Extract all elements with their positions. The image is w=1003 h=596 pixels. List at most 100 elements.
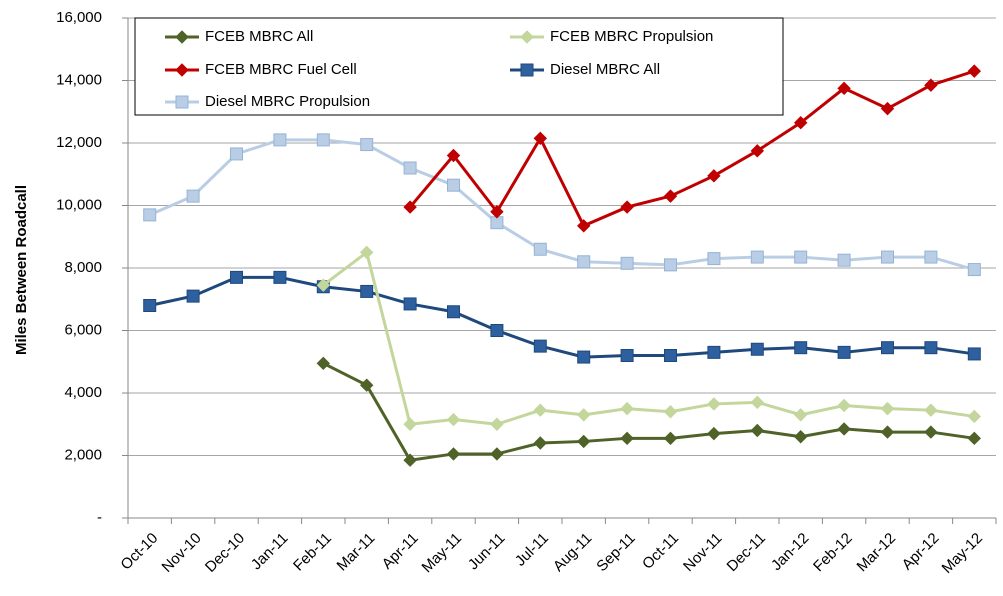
data-point	[143, 208, 157, 222]
data-point	[359, 378, 374, 392]
data-point	[533, 436, 548, 450]
x-tick-label: Oct-11	[639, 530, 682, 573]
data-point	[793, 408, 808, 422]
data-point	[707, 169, 721, 183]
x-tick-label: Mar-11	[333, 530, 378, 575]
x-tick-label: Sep-11	[593, 530, 638, 575]
data-point	[230, 147, 243, 161]
y-tick-label: 14,000	[56, 71, 102, 88]
series-line	[322, 361, 975, 462]
data-point	[967, 64, 982, 78]
legend-marker	[175, 30, 189, 44]
data-point	[664, 349, 677, 362]
data-point	[924, 78, 938, 92]
data-point	[490, 447, 504, 461]
data-point	[707, 345, 721, 359]
data-point	[924, 425, 938, 439]
data-point	[273, 270, 287, 284]
data-point	[186, 189, 200, 203]
y-tick-label: -	[97, 509, 102, 526]
series-line	[408, 69, 975, 228]
data-point	[793, 430, 808, 444]
data-point	[186, 289, 200, 303]
x-tick-label: May-11	[419, 530, 466, 577]
data-point	[967, 431, 982, 446]
data-point	[620, 256, 634, 270]
x-tick-label: Jun-11	[465, 530, 509, 574]
data-point	[490, 417, 504, 431]
data-point	[837, 345, 851, 359]
data-point	[490, 324, 504, 337]
data-point	[663, 405, 678, 419]
legend-marker	[520, 63, 534, 77]
data-point	[316, 356, 331, 371]
x-tick-label: Apr-12	[899, 530, 943, 574]
legend-box	[134, 17, 784, 116]
x-tick-label: Aug-11	[550, 530, 595, 575]
data-point	[316, 133, 330, 147]
legend-label: Diesel MBRC All	[550, 61, 660, 78]
data-point	[230, 270, 243, 284]
data-point	[576, 219, 591, 233]
data-point	[881, 250, 894, 264]
legend-marker	[175, 63, 189, 77]
legend-label: Diesel MBRC Propulsion	[205, 93, 370, 110]
data-point	[533, 131, 548, 146]
data-point	[707, 397, 721, 411]
data-point	[403, 453, 417, 467]
data-point	[924, 403, 938, 417]
y-tick-label: 4,000	[64, 384, 102, 401]
data-point	[620, 349, 634, 362]
data-point	[707, 426, 721, 441]
data-point	[967, 263, 981, 277]
data-point	[880, 425, 895, 439]
y-tick-label: 10,000	[56, 196, 102, 213]
data-point	[447, 178, 460, 192]
legend-label: FCEB MBRC Propulsion	[550, 28, 713, 45]
data-point	[447, 305, 460, 319]
x-tick-label: Jan-12	[768, 530, 812, 574]
x-tick-label: Mar-12	[854, 530, 900, 576]
data-point	[967, 347, 981, 361]
data-point	[360, 138, 374, 152]
data-point	[446, 412, 461, 427]
data-point	[533, 242, 547, 256]
data-point	[837, 422, 851, 436]
y-tick-label: 12,000	[56, 134, 102, 151]
data-point	[837, 81, 851, 96]
series-line	[322, 249, 975, 426]
data-point	[750, 342, 764, 356]
x-tick-label: Nov-11	[680, 530, 725, 575]
data-point	[403, 161, 417, 175]
y-tick-label: 8,000	[64, 259, 102, 276]
data-point	[750, 144, 765, 158]
data-point	[794, 341, 808, 355]
data-point	[490, 205, 504, 219]
data-point	[750, 395, 765, 410]
data-point	[620, 200, 634, 214]
data-point	[403, 297, 417, 311]
data-point	[664, 258, 677, 272]
data-point	[837, 253, 851, 267]
data-point	[881, 341, 894, 355]
y-axis-title: Miles Between Roadcall	[13, 185, 30, 355]
x-tick-label: Nov-10	[159, 530, 205, 576]
y-tick-label: 2,000	[64, 446, 102, 463]
data-point	[794, 250, 808, 264]
x-tick-label: Apr-11	[379, 530, 422, 573]
data-point	[750, 423, 765, 438]
data-point	[577, 350, 591, 364]
data-point	[446, 148, 461, 163]
x-tick-label: Dec-10	[202, 530, 248, 576]
data-point	[793, 115, 808, 130]
data-point	[967, 409, 982, 424]
x-tick-label: Feb-11	[290, 530, 335, 575]
x-tick-label: May-12	[939, 530, 986, 577]
data-point	[533, 403, 548, 417]
data-point	[403, 200, 417, 214]
data-point	[316, 278, 331, 292]
legend-label: FCEB MBRC Fuel Cell	[205, 61, 357, 78]
x-tick-label: Jul-11	[512, 530, 552, 570]
x-tick-label: Oct-10	[117, 530, 161, 574]
